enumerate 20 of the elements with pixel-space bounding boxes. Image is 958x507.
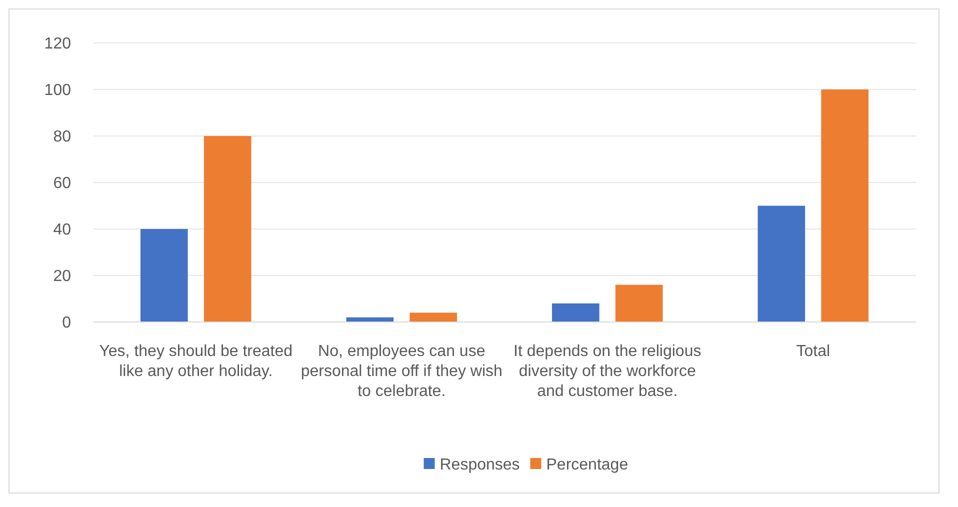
legend-label: Responses: [440, 456, 520, 474]
y-tick-label: 20: [53, 268, 72, 286]
y-tick-label: 80: [53, 128, 72, 146]
bar: [410, 312, 458, 322]
y-tick-label: 100: [44, 82, 72, 100]
bar: [552, 303, 600, 322]
y-tick-label: 60: [53, 175, 72, 192]
x-tick-label: Yes, they should be treated like any other holiday.: [99, 343, 293, 380]
x-tick-label: No, employees can use personal time off if they wish to celebrate.: [300, 343, 502, 400]
bar: [204, 136, 252, 322]
y-tick-label: 120: [44, 36, 72, 53]
bar: [140, 229, 188, 322]
bar: [821, 90, 869, 322]
x-tick-label: Total: [796, 343, 830, 360]
bar: [615, 284, 663, 322]
x-tick-label: It depends on the religious diversity of the workforce and customer base.: [514, 343, 702, 400]
legend-label: Percentage: [546, 456, 628, 474]
y-tick-label: 40: [53, 222, 72, 239]
y-tick-label: 0: [62, 314, 72, 332]
bar: [758, 206, 806, 322]
